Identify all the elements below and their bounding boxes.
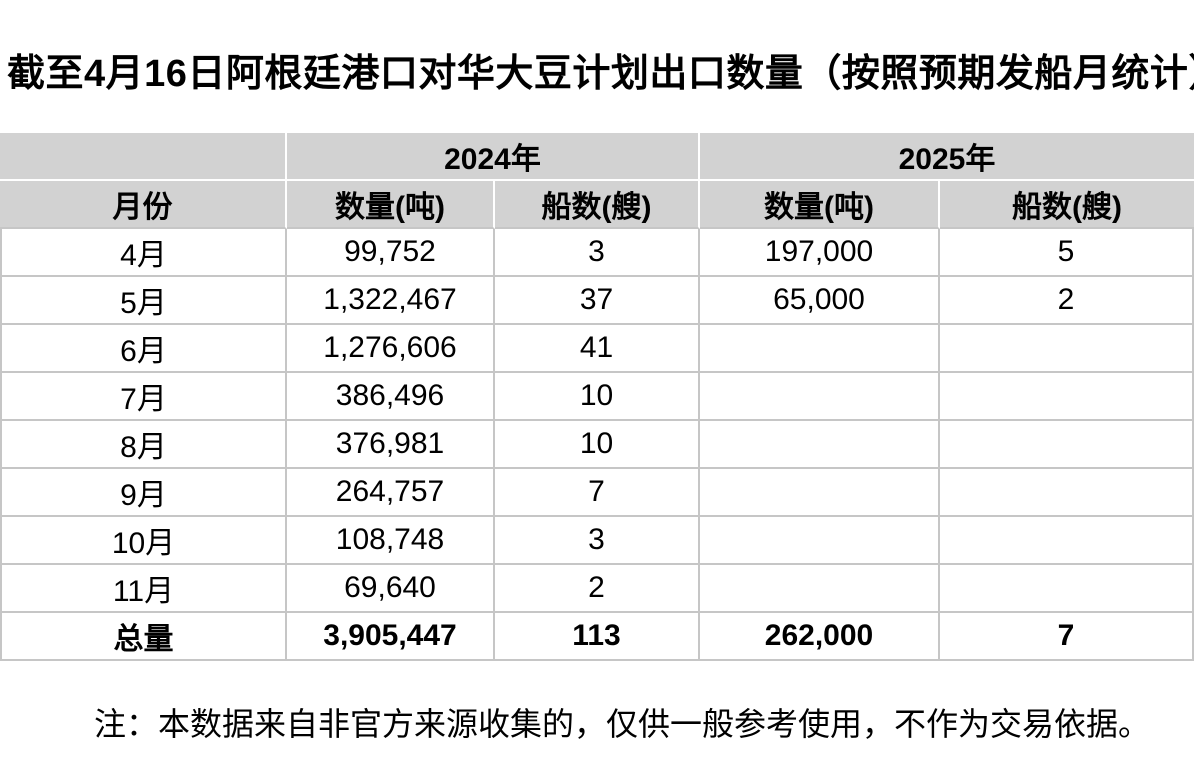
month-cell: 10月 bbox=[0, 517, 287, 565]
column-header-month: 月份 bbox=[0, 181, 287, 229]
total-qty-2025-cell: 262,000 bbox=[700, 613, 940, 661]
qty-2024-cell: 1,322,467 bbox=[287, 277, 495, 325]
qty-2024-cell: 1,276,606 bbox=[287, 325, 495, 373]
footnote: 注：本数据来自非官方来源收集的，仅供一般参考使用，不作为交易依据。 bbox=[94, 706, 1151, 742]
qty-2025-cell bbox=[700, 517, 940, 565]
total-ships-2024-cell: 113 bbox=[495, 613, 700, 661]
qty-2024-cell: 69,640 bbox=[287, 565, 495, 613]
month-cell: 5月 bbox=[0, 277, 287, 325]
month-cell: 6月 bbox=[0, 325, 287, 373]
table-row: 6月 1,276,606 41 bbox=[0, 325, 1194, 373]
ships-2024-cell: 2 bbox=[495, 565, 700, 613]
ships-2025-cell bbox=[940, 565, 1194, 613]
table-row: 11月 69,640 2 bbox=[0, 565, 1194, 613]
qty-2025-cell bbox=[700, 469, 940, 517]
qty-2025-cell bbox=[700, 373, 940, 421]
year-header-row: 2024年 2025年 bbox=[0, 133, 1194, 181]
ships-2024-cell: 10 bbox=[495, 421, 700, 469]
column-header-ships-2024: 船数(艘) bbox=[495, 181, 700, 229]
page-title: 截至4月16日阿根廷港口对华大豆计划出口数量（按照预期发船月统计） bbox=[7, 53, 1194, 95]
ships-2025-cell bbox=[940, 469, 1194, 517]
year-header-blank bbox=[0, 133, 287, 181]
ships-2025-cell: 2 bbox=[940, 277, 1194, 325]
qty-2024-cell: 376,981 bbox=[287, 421, 495, 469]
ships-2024-cell: 7 bbox=[495, 469, 700, 517]
ships-2025-cell bbox=[940, 517, 1194, 565]
ships-2024-cell: 37 bbox=[495, 277, 700, 325]
ships-2024-cell: 3 bbox=[495, 229, 700, 277]
table-row: 5月 1,322,467 37 65,000 2 bbox=[0, 277, 1194, 325]
qty-2024-cell: 264,757 bbox=[287, 469, 495, 517]
ships-2025-cell bbox=[940, 373, 1194, 421]
table-row: 7月 386,496 10 bbox=[0, 373, 1194, 421]
column-header-row: 月份 数量(吨) 船数(艘) 数量(吨) 船数(艘) bbox=[0, 181, 1194, 229]
table-row: 10月 108,748 3 bbox=[0, 517, 1194, 565]
month-cell: 8月 bbox=[0, 421, 287, 469]
qty-2025-cell: 65,000 bbox=[700, 277, 940, 325]
soybean-export-table: 2024年 2025年 月份 数量(吨) 船数(艘) 数量(吨) 船数(艘) 4… bbox=[0, 133, 1194, 661]
qty-2025-cell bbox=[700, 421, 940, 469]
month-cell: 4月 bbox=[0, 229, 287, 277]
table-row: 4月 99,752 3 197,000 5 bbox=[0, 229, 1194, 277]
table-row: 8月 376,981 10 bbox=[0, 421, 1194, 469]
year-header-2025: 2025年 bbox=[700, 133, 1194, 181]
qty-2024-cell: 108,748 bbox=[287, 517, 495, 565]
total-row: 总量 3,905,447 113 262,000 7 bbox=[0, 613, 1194, 661]
month-cell: 11月 bbox=[0, 565, 287, 613]
qty-2025-cell bbox=[700, 565, 940, 613]
year-header-2024: 2024年 bbox=[287, 133, 700, 181]
column-header-qty-2024: 数量(吨) bbox=[287, 181, 495, 229]
qty-2024-cell: 99,752 bbox=[287, 229, 495, 277]
total-qty-2024-cell: 3,905,447 bbox=[287, 613, 495, 661]
column-header-ships-2025: 船数(艘) bbox=[940, 181, 1194, 229]
ships-2025-cell bbox=[940, 325, 1194, 373]
ships-2024-cell: 10 bbox=[495, 373, 700, 421]
month-cell: 7月 bbox=[0, 373, 287, 421]
ships-2025-cell: 5 bbox=[940, 229, 1194, 277]
qty-2025-cell bbox=[700, 325, 940, 373]
qty-2024-cell: 386,496 bbox=[287, 373, 495, 421]
ships-2024-cell: 41 bbox=[495, 325, 700, 373]
ships-2025-cell bbox=[940, 421, 1194, 469]
qty-2025-cell: 197,000 bbox=[700, 229, 940, 277]
total-label-cell: 总量 bbox=[0, 613, 287, 661]
column-header-qty-2025: 数量(吨) bbox=[700, 181, 940, 229]
total-ships-2025-cell: 7 bbox=[940, 613, 1194, 661]
table-row: 9月 264,757 7 bbox=[0, 469, 1194, 517]
ships-2024-cell: 3 bbox=[495, 517, 700, 565]
month-cell: 9月 bbox=[0, 469, 287, 517]
